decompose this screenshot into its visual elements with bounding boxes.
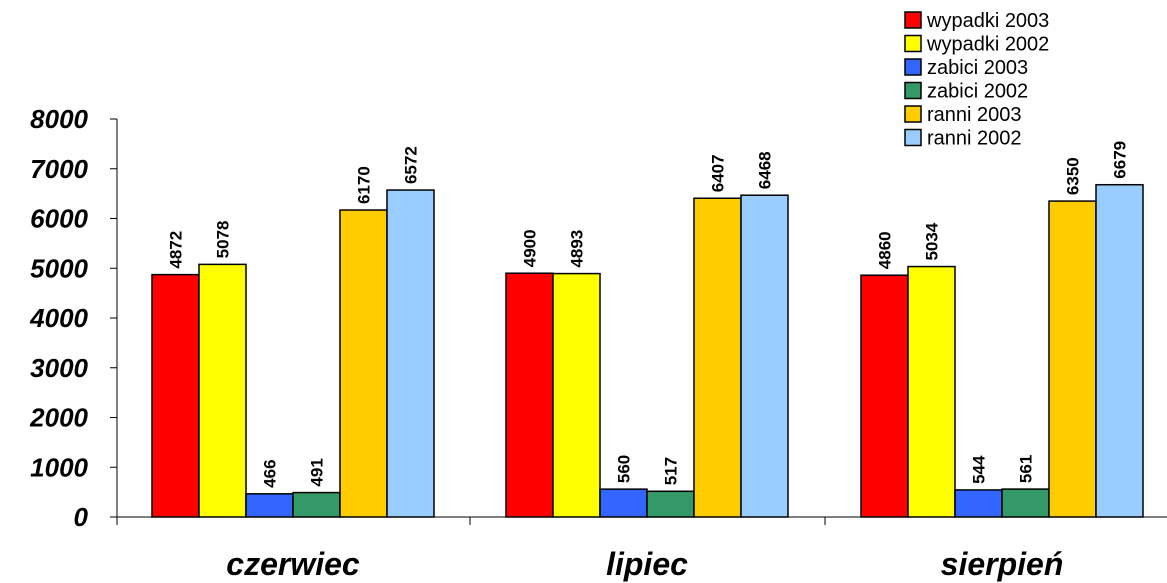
x-category-label: czerwiec	[226, 546, 360, 582]
y-tick-label: 2000	[29, 403, 88, 433]
bar	[1048, 200, 1097, 518]
data-label: 6407	[709, 154, 728, 192]
data-label: 491	[308, 458, 327, 486]
bar	[693, 197, 742, 518]
legend-swatch	[904, 105, 922, 123]
legend-swatch	[904, 11, 922, 29]
bar	[198, 263, 247, 518]
y-axis-ticks: 0 1000 2000 3000 4000 5000 6000 7000 8000	[29, 104, 88, 532]
bar	[860, 274, 909, 518]
axes	[110, 118, 1167, 525]
bar	[954, 489, 1003, 518]
data-label: 6572	[402, 146, 421, 184]
bar	[151, 273, 200, 518]
y-tick-label: 5000	[30, 253, 88, 283]
data-label: 560	[615, 455, 634, 483]
y-tick-label: 1000	[30, 452, 88, 482]
x-category-label: sierpień	[941, 546, 1064, 582]
data-label: 6350	[1064, 157, 1083, 195]
data-label: 6170	[355, 166, 374, 204]
data-label: 4893	[568, 230, 587, 268]
legend-background	[900, 4, 1067, 150]
legend-swatch	[904, 58, 922, 76]
bar	[646, 490, 695, 518]
data-labels: 4872 5078 466 491 6170 6572 4900 4893 560 517 6407…	[167, 141, 1130, 488]
y-tick-label: 6000	[30, 204, 88, 234]
data-label: 4860	[876, 231, 895, 269]
x-axis-categories: czerwiec lipiec sierpień	[226, 546, 1063, 582]
bar	[1001, 488, 1050, 518]
legend-label: zabici 2002	[927, 81, 1028, 103]
data-label: 4900	[521, 229, 540, 267]
legend-label: wypadki 2003	[926, 10, 1049, 32]
data-label: 6679	[1111, 141, 1130, 179]
bars	[151, 183, 1144, 518]
legend-label: zabici 2003	[927, 57, 1028, 79]
bar	[339, 209, 388, 518]
data-label: 561	[1017, 455, 1036, 483]
y-tick-label: 4000	[29, 303, 88, 333]
data-label: 5078	[214, 221, 233, 259]
y-tick-label: 3000	[30, 353, 88, 383]
bar	[1095, 183, 1144, 518]
legend-swatch	[904, 81, 922, 100]
bar	[386, 189, 435, 518]
data-label: 4872	[167, 231, 186, 269]
y-tick-label: 0	[74, 502, 89, 532]
legend-label: ranni 2003	[927, 104, 1022, 126]
y-tick-label: 7000	[30, 154, 88, 184]
legend-swatch	[904, 128, 922, 147]
bar	[245, 493, 294, 518]
data-label: 466	[261, 459, 280, 487]
bar	[599, 488, 648, 518]
data-label: 517	[662, 457, 681, 485]
data-label: 544	[970, 455, 989, 484]
bar	[292, 491, 341, 518]
data-label: 6468	[756, 151, 775, 189]
x-category-label: lipiec	[606, 546, 688, 582]
legend-label: ranni 2002	[927, 128, 1022, 150]
bar	[907, 265, 956, 518]
bar	[505, 272, 554, 518]
bar	[740, 194, 789, 518]
legend-swatch	[904, 34, 922, 53]
bar	[552, 272, 601, 518]
data-label: 5034	[923, 222, 942, 260]
y-tick-label: 8000	[30, 104, 88, 134]
legend-label: wypadki 2002	[926, 34, 1049, 56]
